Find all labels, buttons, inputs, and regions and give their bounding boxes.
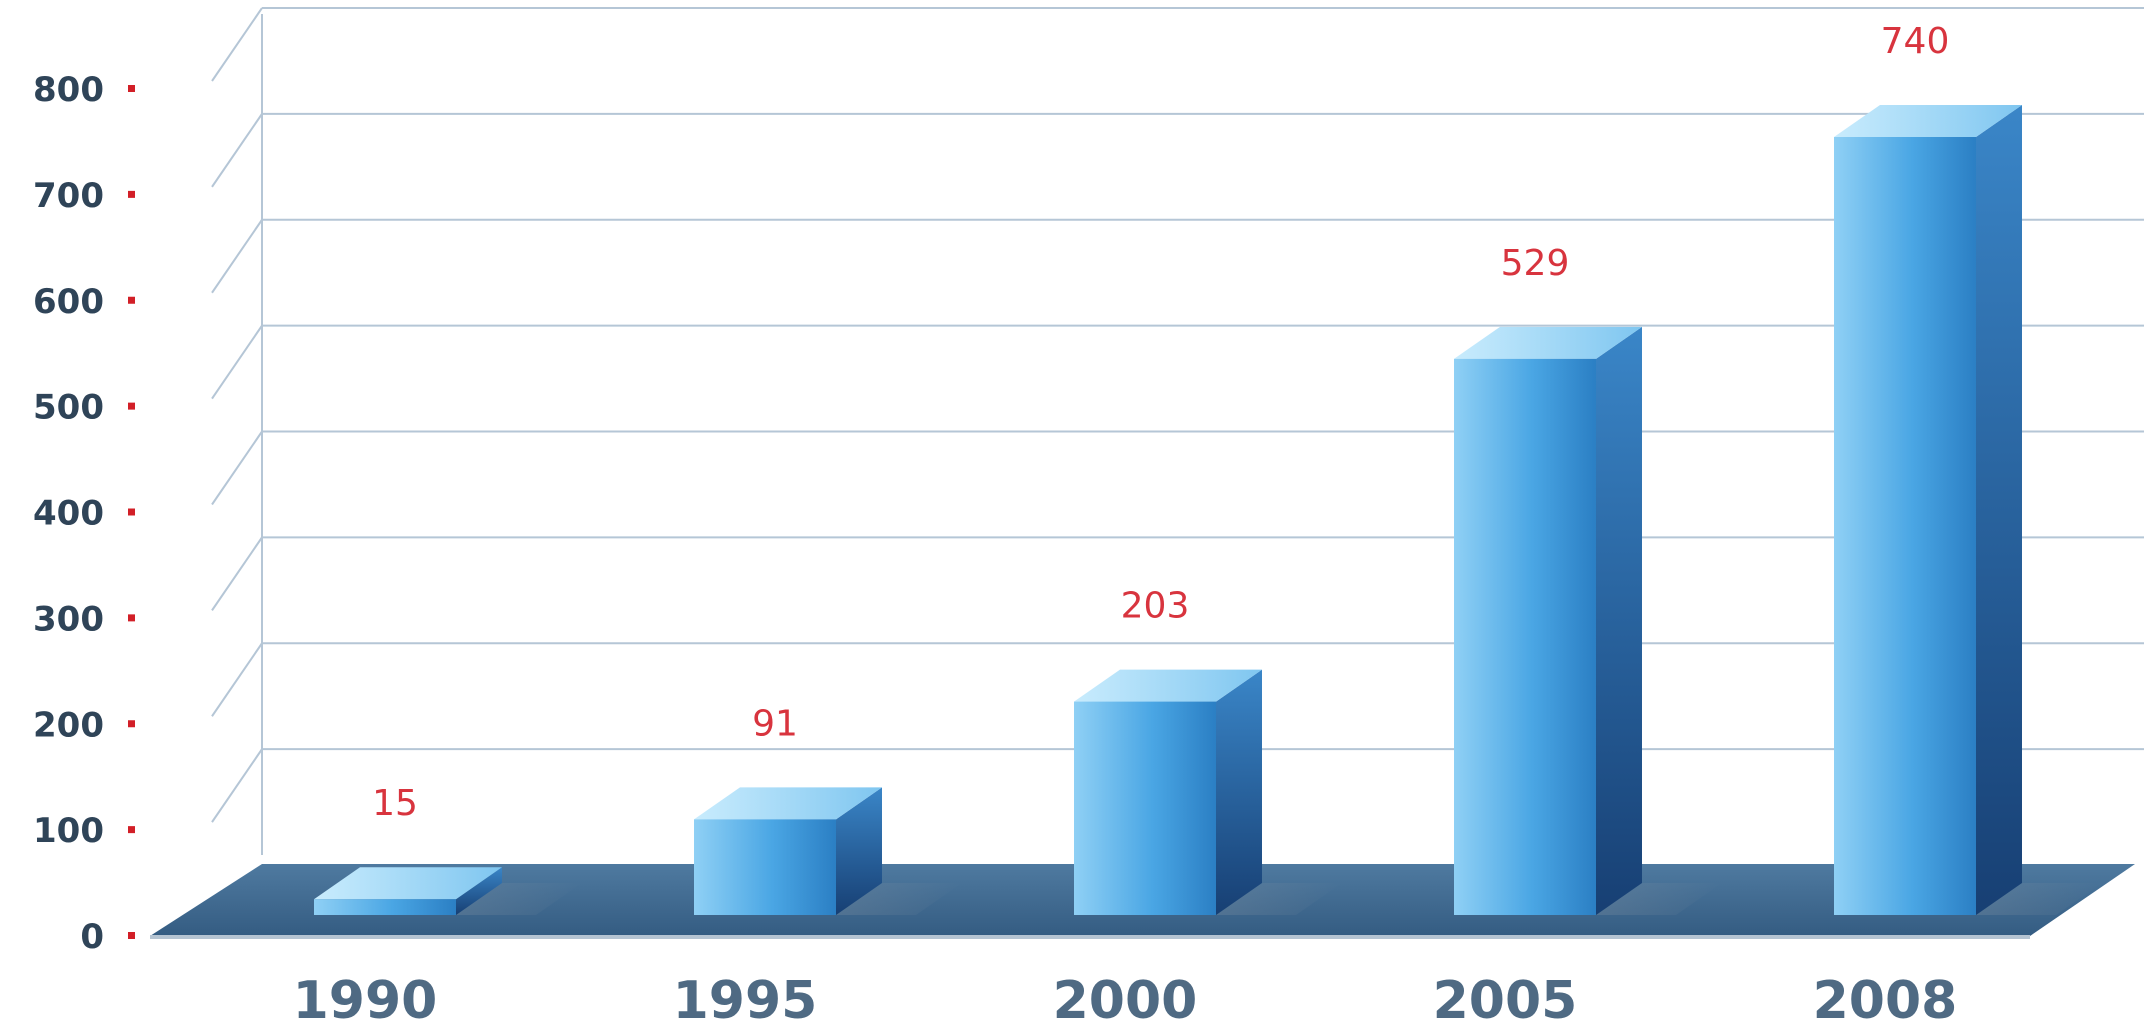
x-axis: 1990 1995 2000 2005 2008 xyxy=(293,971,1958,1030)
bar-side xyxy=(836,787,882,915)
bar-top xyxy=(1074,669,1262,702)
bar-1990 xyxy=(314,867,582,915)
bar-side xyxy=(1596,326,1642,915)
data-label: 91 xyxy=(752,703,798,744)
bars xyxy=(314,105,2102,915)
bar-side xyxy=(456,867,502,915)
gridline-perspective xyxy=(211,430,263,506)
y-tick-mark xyxy=(128,932,135,939)
y-tick-mark xyxy=(128,826,135,834)
data-labels: 15 91 203 529 740 xyxy=(372,21,1949,824)
bar-side xyxy=(1976,105,2022,915)
y-tick-label: 800 xyxy=(33,70,104,110)
bar-front xyxy=(1454,358,1596,915)
y-tick-label: 500 xyxy=(33,388,104,428)
y-tick-mark xyxy=(128,402,135,410)
x-tick-label: 2008 xyxy=(1813,971,1958,1030)
y-tick-label: 200 xyxy=(33,705,104,745)
y-tick-label: 700 xyxy=(33,176,104,216)
y-tick-label: 400 xyxy=(33,494,104,534)
bar-shadow xyxy=(836,883,962,915)
gridline-perspective xyxy=(211,642,263,717)
y-axis: 0 100 200 300 400 500 600 700 800 xyxy=(33,70,135,957)
data-label: 15 xyxy=(372,783,418,824)
gridline-perspective xyxy=(211,325,263,400)
bar-side xyxy=(1216,669,1262,915)
y-tick-mark xyxy=(128,190,135,198)
data-label: 740 xyxy=(1881,21,1950,62)
bar-shadow xyxy=(1976,883,2102,915)
gridline-perspective xyxy=(211,7,263,82)
y-tick-label: 300 xyxy=(33,599,104,639)
y-tick-mark xyxy=(128,720,135,728)
gridline-perspective xyxy=(211,113,263,188)
y-tick-label: 0 xyxy=(80,917,104,957)
y-tick-mark xyxy=(128,508,135,516)
x-tick-label: 1990 xyxy=(293,971,438,1030)
bar-2000 xyxy=(1074,669,1342,915)
y-tick-label: 600 xyxy=(33,282,104,322)
gridline-perspective xyxy=(211,748,263,823)
bar-front xyxy=(1834,137,1976,915)
bar-top xyxy=(694,787,882,820)
bar-2005 xyxy=(1454,326,1722,915)
y-tick-mark xyxy=(128,296,135,304)
bar-1995 xyxy=(694,787,962,915)
grid-layer xyxy=(211,7,2144,855)
bar-shadow xyxy=(456,883,582,915)
bar-top xyxy=(314,867,502,900)
bar-front xyxy=(314,899,456,915)
x-tick-label: 1995 xyxy=(673,971,818,1030)
y-tick-label: 100 xyxy=(33,811,104,851)
bar-shadow xyxy=(1596,883,1722,915)
y-tick-mark xyxy=(128,85,135,92)
x-tick-label: 2005 xyxy=(1433,971,1578,1030)
y-tick-mark xyxy=(128,614,135,622)
gridline-perspective xyxy=(211,536,263,611)
gridline-perspective xyxy=(211,219,263,294)
x-tick-label: 2000 xyxy=(1053,971,1198,1030)
data-label: 203 xyxy=(1121,586,1190,627)
bar-2008 xyxy=(1834,105,2102,915)
data-label: 529 xyxy=(1501,243,1570,284)
bar-front xyxy=(1074,701,1216,915)
bar-top xyxy=(1834,105,2022,137)
bar-shadow xyxy=(1216,883,1342,915)
bar-front xyxy=(694,819,836,915)
bar-top xyxy=(1454,326,1642,359)
